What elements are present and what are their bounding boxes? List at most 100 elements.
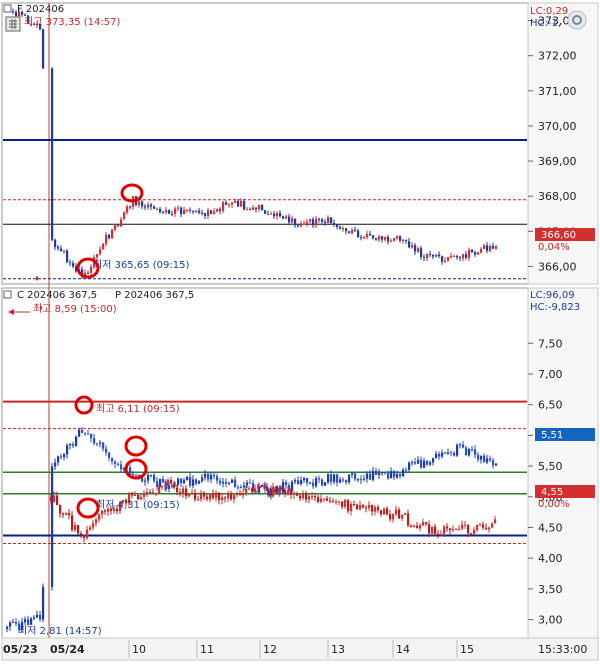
price-bar	[317, 497, 320, 502]
price-bar	[102, 442, 105, 449]
price-bar	[248, 488, 251, 490]
price-bar	[338, 501, 341, 503]
price-bar	[411, 245, 414, 248]
price-bar	[216, 476, 219, 481]
price-bar	[96, 254, 99, 258]
price-bar	[471, 449, 474, 451]
price-bar	[483, 245, 486, 249]
settings-icon-inner	[572, 15, 582, 25]
price-bar	[348, 474, 351, 483]
price-bar	[267, 213, 270, 215]
bottom-y-ticks: 7,507,006,506,005,505,004,504,003,503,00	[528, 337, 563, 627]
price-bar	[81, 269, 84, 278]
price-bar	[42, 586, 45, 620]
call-current-price: 5,51	[541, 430, 563, 441]
price-bar	[486, 245, 489, 251]
price-bar	[426, 253, 429, 259]
price-bar	[186, 476, 189, 481]
price-bar	[435, 254, 438, 257]
price-bar	[297, 480, 300, 485]
price-bar	[30, 618, 33, 625]
price-bar	[254, 488, 257, 493]
price-bar	[39, 24, 42, 30]
price-bar	[216, 209, 219, 212]
price-bar	[458, 528, 461, 530]
price-bar	[339, 479, 342, 483]
price-bar	[495, 246, 498, 249]
price-bar	[224, 497, 227, 499]
top-low-label: 최저 365,65 (09:15)	[93, 259, 189, 271]
price-bar	[402, 469, 405, 477]
put-current-price-box	[535, 485, 595, 498]
top-panel-label: F 202406	[17, 4, 64, 15]
price-bar	[281, 488, 284, 490]
price-bar	[467, 524, 470, 534]
price-bar	[108, 234, 111, 239]
price-bar	[51, 68, 54, 240]
price-bar	[495, 463, 498, 466]
price-bar	[186, 209, 189, 211]
price-bar	[173, 483, 176, 488]
price-bar	[294, 480, 297, 482]
price-bar	[366, 473, 369, 479]
price-bar	[159, 208, 162, 213]
price-bar	[138, 201, 141, 205]
price-bar	[395, 509, 398, 515]
price-bar	[117, 463, 120, 465]
price-bar	[18, 623, 21, 630]
price-bar	[69, 262, 72, 264]
y-tick-label: 370,00	[538, 120, 577, 133]
price-bar	[84, 272, 87, 278]
price-bar	[404, 513, 407, 515]
price-bar	[278, 488, 281, 493]
price-bar	[146, 491, 149, 495]
price-bar	[381, 472, 384, 474]
price-bar	[384, 236, 387, 240]
price-bar	[260, 485, 263, 487]
annotation-circle	[76, 257, 100, 279]
price-bar	[489, 458, 492, 461]
price-bar	[327, 217, 330, 223]
price-bar	[83, 534, 86, 538]
price-bar	[480, 455, 483, 460]
price-bar	[113, 508, 116, 511]
checkbox-icon[interactable]	[3, 4, 12, 13]
price-bar	[114, 461, 117, 464]
price-bar	[377, 507, 380, 511]
price-bar	[368, 505, 371, 509]
time-readout: 15:33:00	[538, 643, 587, 656]
price-bar	[237, 200, 240, 207]
price-bar	[468, 249, 471, 258]
settings-icon[interactable]	[567, 10, 587, 30]
price-bar	[164, 485, 167, 487]
price-bar	[156, 208, 159, 210]
price-bar	[191, 492, 194, 494]
price-bar	[209, 493, 212, 500]
price-bar	[12, 621, 15, 623]
price-bar	[414, 462, 417, 464]
price-bar	[353, 504, 356, 506]
price-bar	[90, 434, 93, 439]
price-bar	[468, 449, 471, 456]
price-bar	[21, 11, 24, 15]
price-bar	[380, 510, 383, 515]
checkbox-icon[interactable]	[3, 290, 12, 299]
price-bar	[345, 228, 348, 232]
price-bar	[192, 479, 195, 486]
price-bar	[168, 209, 171, 214]
price-bar	[140, 496, 143, 500]
price-bar	[342, 228, 345, 230]
price-bar	[246, 209, 249, 211]
price-bar	[420, 459, 423, 468]
price-bar	[410, 525, 413, 527]
price-bar	[437, 533, 440, 535]
price-bar	[215, 492, 218, 498]
price-bar	[350, 504, 353, 512]
price-bar	[369, 234, 372, 236]
price-bar	[356, 504, 359, 510]
price-bar	[473, 529, 476, 534]
price-bar	[225, 481, 228, 484]
price-bar	[105, 234, 108, 244]
price-bar	[111, 457, 114, 462]
